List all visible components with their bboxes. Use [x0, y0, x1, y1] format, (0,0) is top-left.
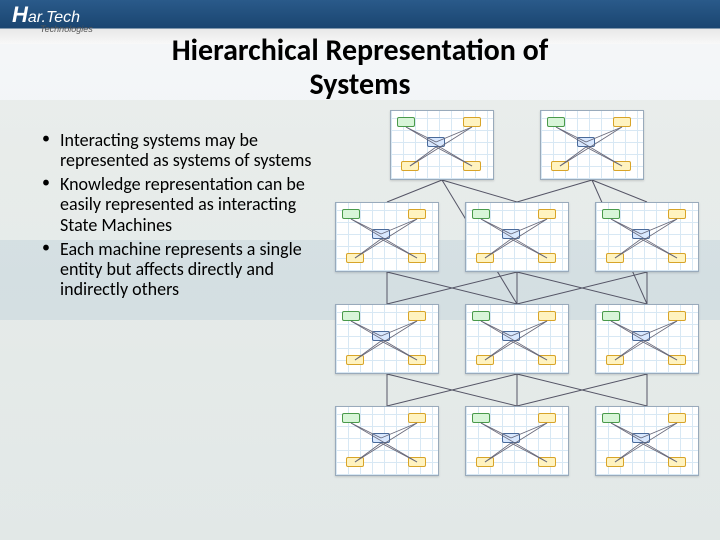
connection-line — [517, 272, 647, 304]
connection-line — [517, 374, 647, 406]
bullet-list: Interacting systems may be represented a… — [42, 130, 332, 303]
state-machine-panel — [540, 110, 644, 180]
panel-inner-lines — [391, 111, 495, 181]
bullet-item: Knowledge representation can be easily r… — [42, 174, 332, 234]
state-machine-panel — [335, 406, 439, 476]
logo: H ar.Tech Technologies — [12, 2, 80, 28]
panel-inner-lines — [541, 111, 645, 181]
connection-line — [387, 272, 517, 304]
slide-title: Hierarchical Representation of Systems — [0, 34, 720, 101]
state-machine-panel — [595, 406, 699, 476]
panel-inner-lines — [466, 203, 570, 273]
bullet-item: Interacting systems may be represented a… — [42, 130, 332, 170]
state-machine-panel — [595, 202, 699, 272]
panel-inner-lines — [336, 407, 440, 477]
hierarchy-diagram — [335, 110, 720, 530]
bullet-item: Each machine represents a single entity … — [42, 239, 332, 299]
connection-line — [387, 180, 442, 202]
title-line-1: Hierarchical Representation of — [172, 32, 549, 69]
connection-line — [517, 180, 592, 202]
state-machine-panel — [465, 202, 569, 272]
panel-inner-lines — [596, 203, 700, 273]
connection-line — [387, 374, 517, 406]
state-machine-panel — [465, 406, 569, 476]
title-line-2: Systems — [310, 66, 411, 103]
logo-letter: H — [12, 2, 28, 28]
state-machine-panel — [335, 202, 439, 272]
state-machine-panel — [595, 304, 699, 374]
panel-inner-lines — [466, 407, 570, 477]
state-machine-panel — [390, 110, 494, 180]
connection-line — [387, 272, 517, 304]
panel-inner-lines — [336, 305, 440, 375]
connection-line — [387, 374, 517, 406]
connection-line — [592, 180, 647, 202]
state-machine-panel — [465, 304, 569, 374]
panel-inner-lines — [596, 305, 700, 375]
connection-line — [442, 180, 517, 202]
logo-subtext: Technologies — [40, 24, 93, 34]
panel-inner-lines — [336, 203, 440, 273]
connection-line — [517, 374, 647, 406]
state-machine-panel — [335, 304, 439, 374]
panel-inner-lines — [596, 407, 700, 477]
panel-inner-lines — [466, 305, 570, 375]
connection-line — [517, 272, 647, 304]
